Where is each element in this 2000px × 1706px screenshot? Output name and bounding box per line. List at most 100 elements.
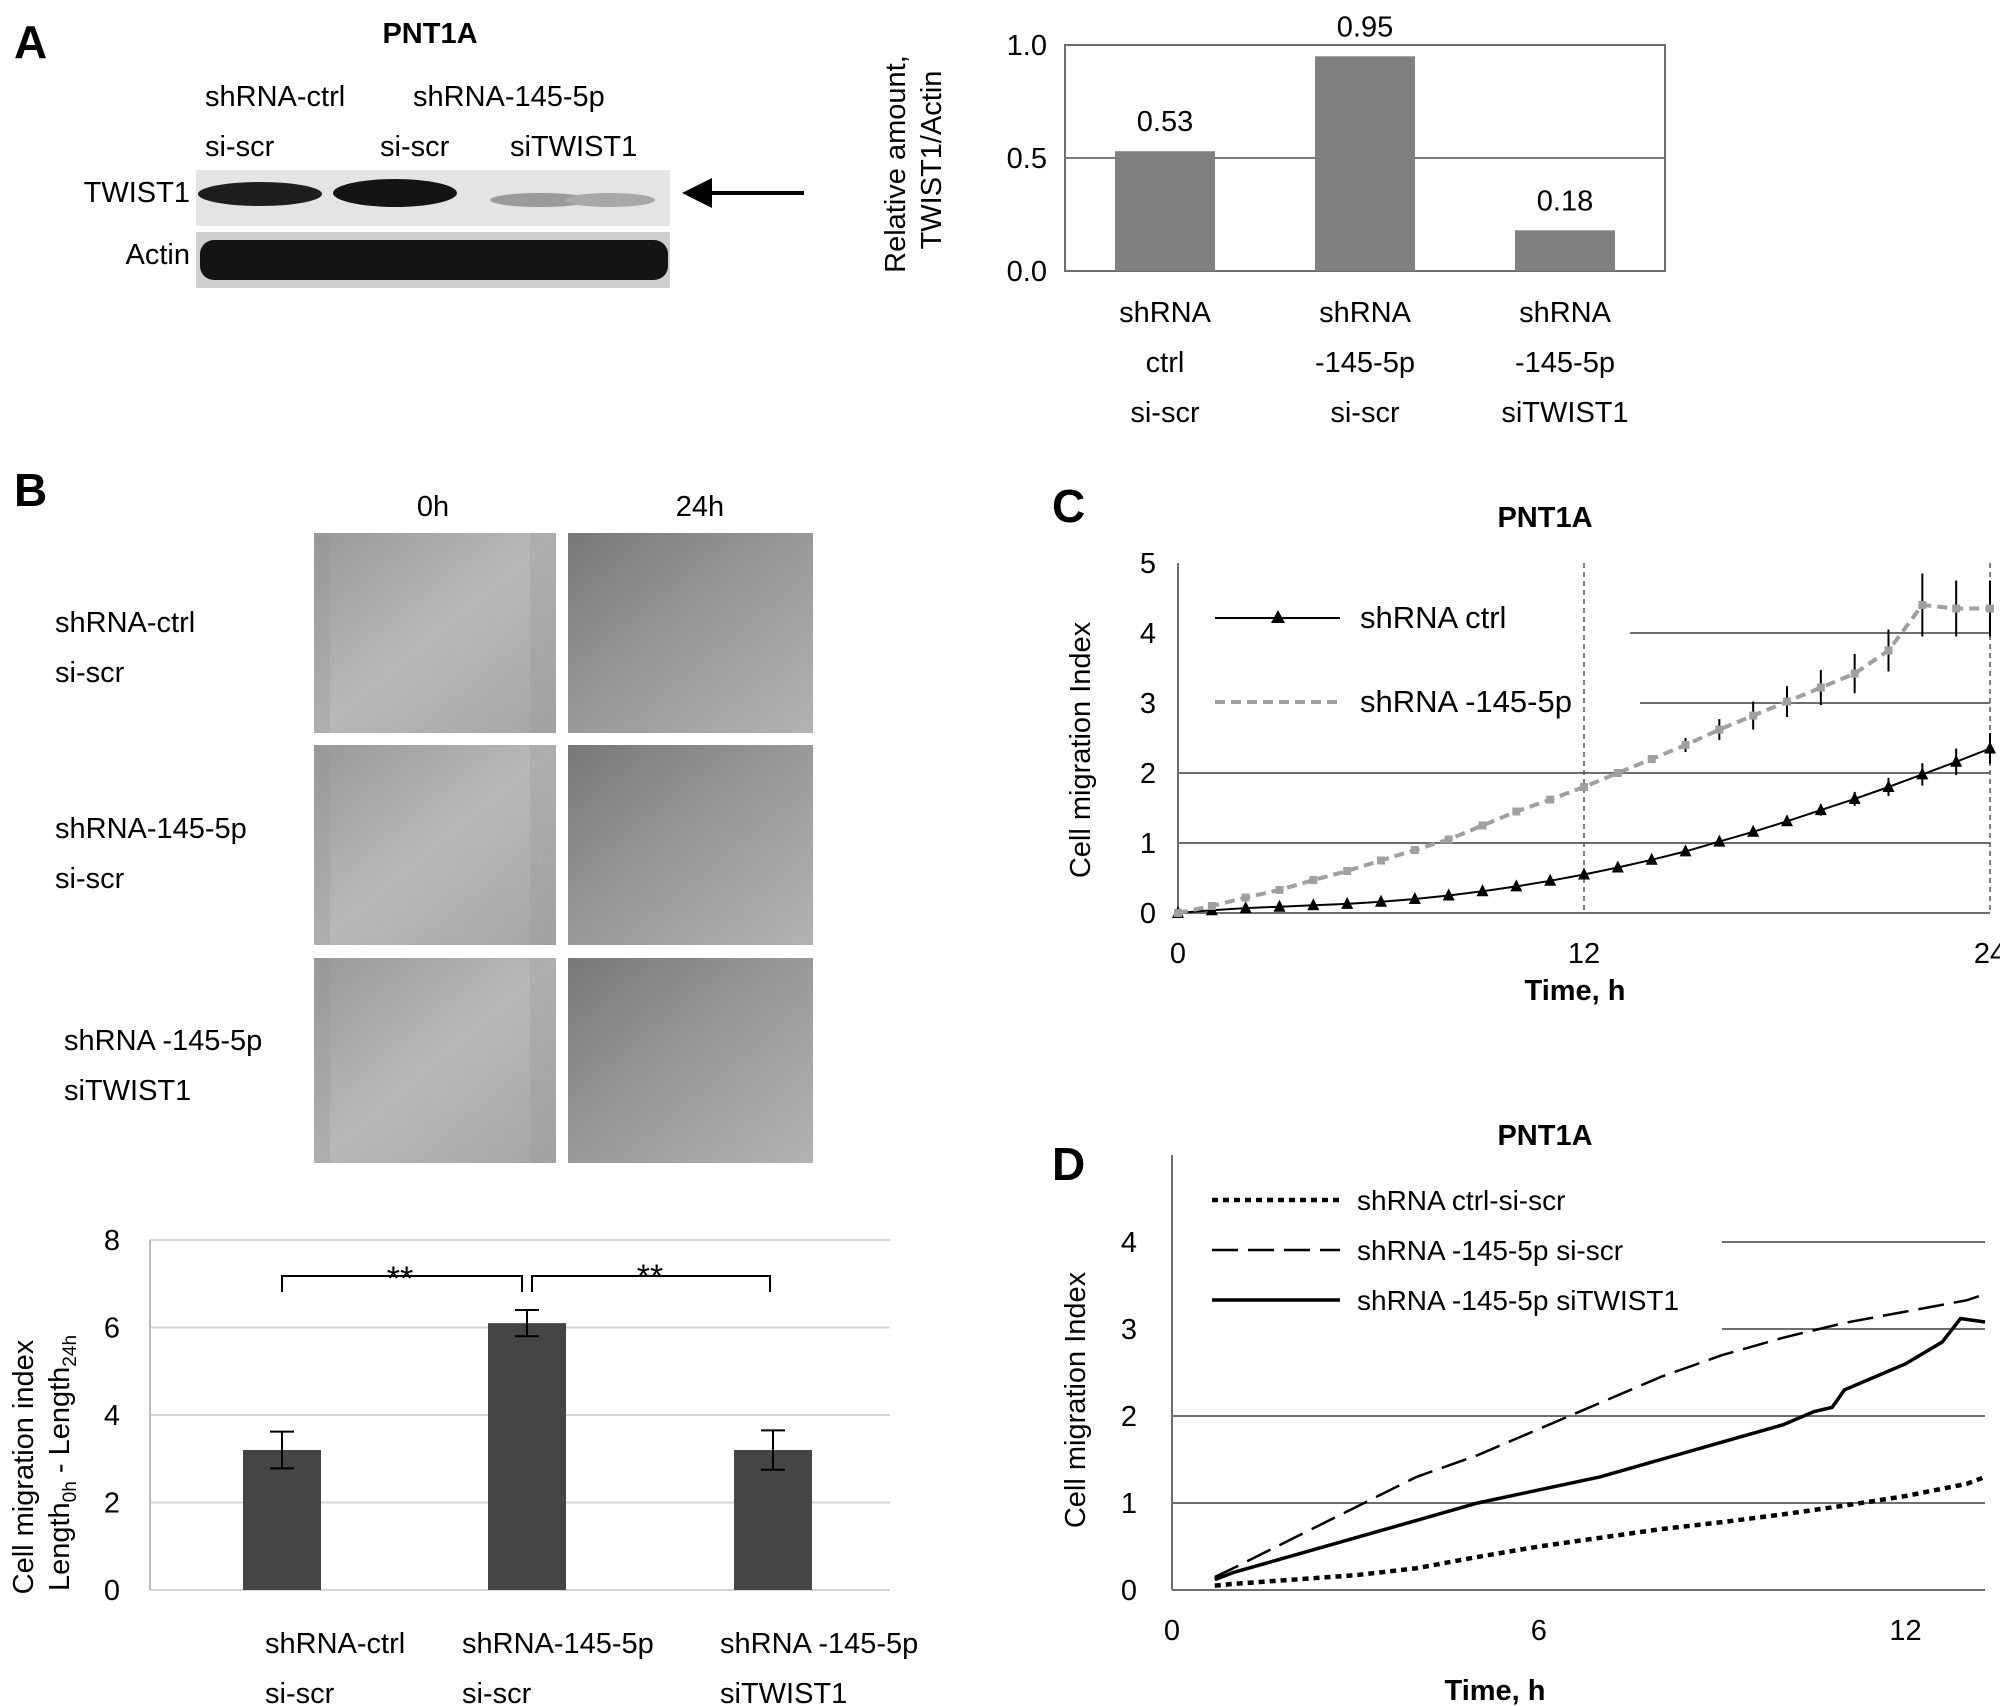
y-tick-label: 4 [1121,1227,1137,1259]
data-point [1444,835,1453,844]
data-point [1781,814,1793,827]
data-point [1715,725,1724,734]
row-label: shRNA -145-5p [64,1025,262,1057]
x-tick-label: shRNA [1119,297,1212,329]
y-tick-label: 0.5 [1007,143,1047,175]
microscopy-texture [568,533,813,733]
series-line [1214,1474,1986,1588]
data-point [1645,852,1658,865]
y-axis-label: Cell migration index Length0h - Length24… [8,1332,81,1595]
x-tick-label: 0 [1164,1615,1180,1647]
column-header-0h: 0h [417,491,449,523]
blot-band [200,240,668,280]
y-tick-label: 8 [104,1225,120,1257]
data-point [1613,769,1622,777]
y-tick-label: 2 [1140,758,1156,790]
legend-label: shRNA -145-5p siTWIST1 [1357,1285,1679,1316]
x-tick-label: shRNA [1519,297,1612,329]
microscopy-texture [568,958,813,1163]
y-tick-label: 2 [1121,1401,1137,1433]
significance-marker: ** [387,1260,413,1298]
panel-letter-c: C [1052,480,1085,532]
data-point [1681,741,1690,749]
y-tick-label: 1 [1121,1488,1137,1520]
row-label: shRNA-ctrl [55,607,195,639]
blot-band [490,193,590,207]
data-point [1916,767,1929,780]
significance-marker: ** [637,1258,663,1296]
data-point [1544,873,1557,886]
data-point [1986,604,1994,613]
y-tick-label: 4 [1140,618,1156,650]
x-tick-label: si-scr [1130,397,1200,429]
y-tick-label: 0.0 [1007,256,1047,288]
data-point [1476,884,1489,897]
panel-letter-a: A [14,16,47,68]
data-point [1309,876,1318,885]
bar [1515,230,1615,271]
x-tick-label: -145-5p [1315,347,1415,379]
chart-title: PNT1A [1497,1120,1592,1152]
row-label: siTWIST1 [64,1075,191,1107]
bar [1315,56,1415,271]
x-tick-label: 24 [1974,938,2000,970]
row-label: si-scr [55,657,125,689]
data-point [1580,783,1588,791]
data-point [1816,683,1825,692]
data-point [1207,902,1216,910]
data-label: 0.53 [1137,106,1193,138]
scratch-images: 0h 24h shRNA-ctrl si-scr shRNA-145-5p si-sc… [55,491,813,1163]
y-tick-label: 2 [104,1488,120,1520]
microscopy-texture [314,533,556,733]
bar [1115,151,1215,271]
data-point [1952,604,1961,613]
x-tick-label: si-scr [462,1678,532,1706]
y-axis-label: Cell migration Index [1060,1271,1092,1528]
microscopy-texture [568,745,813,945]
blot-row-label: Actin [126,239,190,271]
x-tick-label: shRNA-ctrl [265,1628,405,1660]
x-tick-label: shRNA-145-5p [462,1628,654,1660]
data-point [1174,909,1182,917]
data-point [1512,807,1521,816]
data-point [1848,791,1861,804]
data-point [1275,885,1284,894]
series-line [1214,1316,1986,1582]
data-point [1510,879,1523,892]
data-point [1307,898,1320,911]
data-label: 0.18 [1537,185,1593,217]
y-tick-label: 3 [1121,1314,1137,1346]
x-tick-label: ctrl [1146,347,1185,379]
x-tick-label: si-scr [265,1678,335,1706]
wound-edge [314,745,330,945]
x-tick-label: si-scr [1330,397,1400,429]
data-point [1478,821,1487,830]
x-tick-label: siTWIST1 [720,1678,847,1706]
chart-a: 0.0 0.5 1.0 0.53 0.95 0.18 shRNA ctrl si-scr sh… [880,11,1666,429]
y-tick-label: 0 [1140,898,1156,930]
x-tick-label: -145-5p [1515,347,1615,379]
blot-lane-label: si-scr [205,131,275,163]
data-point [1814,803,1827,816]
significance-bracket [281,1275,523,1292]
data-point [1884,646,1893,655]
legend-label: shRNA -145-5p [1360,684,1572,719]
panel-letter-b: B [14,464,47,516]
blot-band [565,193,655,207]
data-point [1578,867,1590,880]
data-point [1950,754,1963,767]
data-point [1611,860,1624,873]
blot-row-label: TWIST1 [84,177,190,209]
legend-label: shRNA ctrl-si-scr [1357,1185,1565,1216]
x-tick-label: shRNA -145-5p [720,1628,918,1660]
blot-lane-label: siTWIST1 [510,131,637,163]
y-tick-label: 3 [1140,688,1156,720]
data-label: 0.95 [1337,11,1393,43]
legend-label: shRNA ctrl [1360,600,1506,635]
data-point [1984,741,1996,754]
y-tick-label: 4 [104,1400,120,1432]
chart-b: 0 2 4 6 8 ** ** shRNA-ctrl si-scr shRNA-145-5p s… [8,1225,918,1706]
blot-group-label: shRNA-145-5p [413,81,605,113]
data-point [1747,824,1760,837]
